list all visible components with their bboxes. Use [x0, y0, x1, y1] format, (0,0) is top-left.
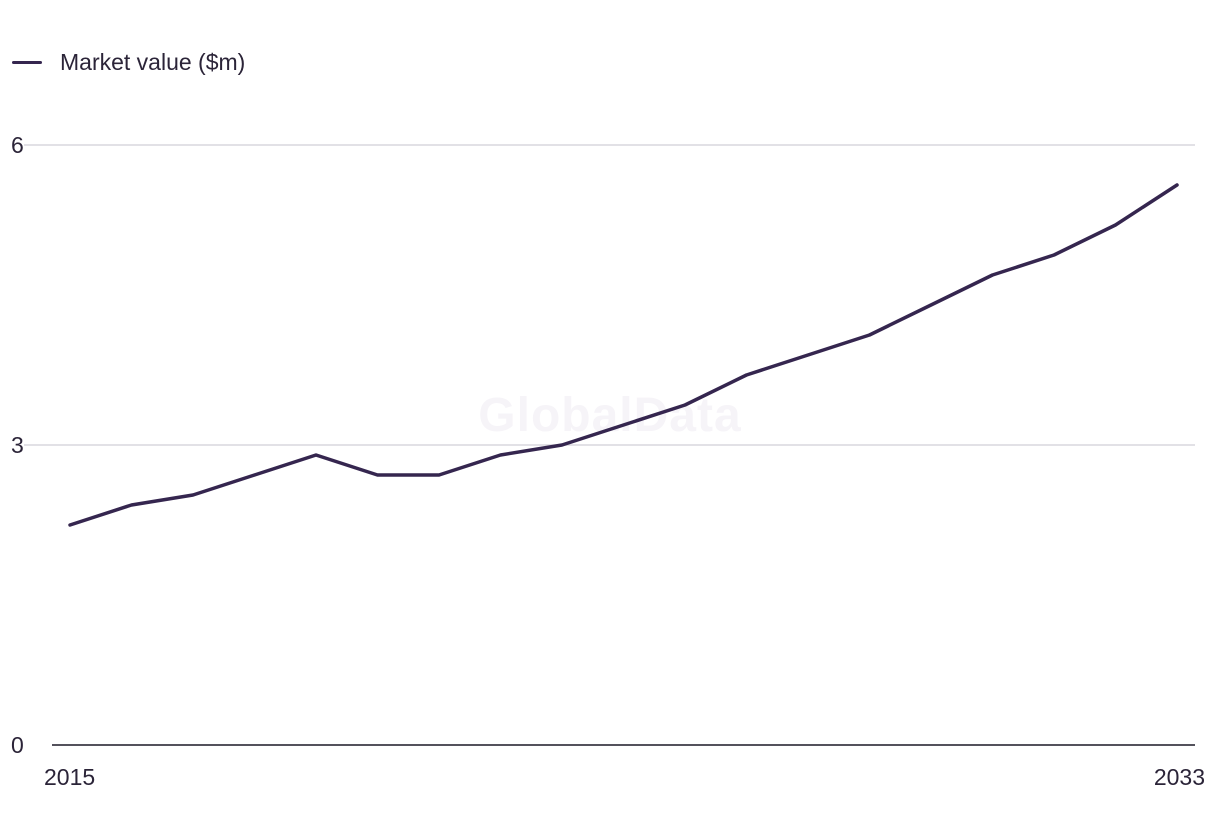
legend: Market value ($m): [12, 46, 245, 78]
data-point-2020: [376, 473, 379, 477]
data-point-2018: [253, 473, 256, 477]
data-point-2028: [868, 333, 871, 337]
data-point-2026: [745, 373, 748, 377]
data-point-2024: [622, 423, 625, 427]
data-point-2016: [130, 503, 133, 507]
data-point-2029: [929, 303, 933, 307]
legend-label: Market value ($m): [60, 48, 246, 75]
data-point-2033: [1175, 183, 1179, 187]
y-tick-label-0: 0: [11, 732, 24, 758]
data-point-2023: [560, 443, 564, 447]
series-line-0: [68, 183, 1179, 527]
data-point-2027: [806, 353, 810, 357]
x-tick-label-start: 2015: [44, 764, 95, 790]
data-point-2019: [314, 453, 318, 457]
data-point-2017: [191, 493, 195, 497]
data-point-2021: [437, 473, 441, 477]
y-tick-label-3: 3: [11, 432, 24, 458]
legend-swatch: [12, 60, 42, 64]
data-point-2025: [683, 403, 687, 407]
data-point-2032: [1114, 223, 1117, 227]
y-tick-label-6: 6: [11, 132, 24, 158]
data-point-2015: [68, 523, 72, 527]
data-point-2030: [991, 273, 994, 277]
data-point-2022: [499, 453, 502, 457]
x-tick-label-end: 2033: [1154, 764, 1205, 790]
data-point-2031: [1052, 253, 1056, 257]
